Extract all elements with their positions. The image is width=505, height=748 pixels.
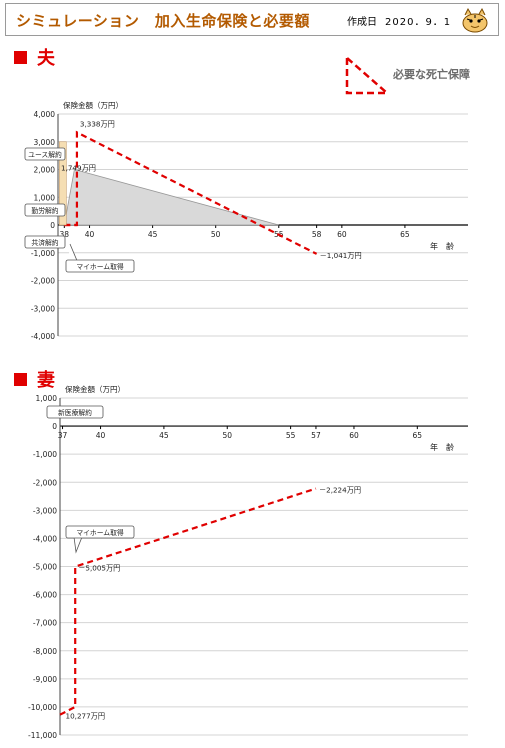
- section-wife: 妻: [14, 366, 55, 392]
- red-square-icon: [14, 50, 27, 64]
- data-label: －5,005万円: [78, 564, 120, 573]
- dashed-triangle-icon: [345, 55, 389, 95]
- y-tick-label: -5,000: [33, 563, 57, 572]
- x-tick-label: 45: [159, 431, 169, 440]
- callout-text: マイホーム取得: [76, 262, 124, 271]
- section-wife-label: 妻: [37, 370, 55, 391]
- y-tick-label: -11,000: [28, 731, 57, 740]
- y-tick-label: 4,000: [34, 110, 56, 119]
- date-value: 2020．9．1: [385, 17, 452, 28]
- callout-box: [65, 259, 135, 273]
- x-tick-label: 50: [211, 230, 221, 239]
- y-tick-label: -8,000: [33, 647, 57, 656]
- header-bar: シミュレーション 加入生命保険と必要額 作成日 2020．9．1: [5, 3, 499, 36]
- coverage-area: [63, 168, 279, 226]
- coverage-bar: [59, 141, 67, 226]
- section-husband: 夫: [14, 44, 55, 70]
- callout-text: 共済解約: [31, 238, 58, 247]
- x-tick-label: 55: [286, 431, 296, 440]
- data-label: 3,338万円: [80, 119, 115, 128]
- y-tick-label: 1,000: [36, 394, 58, 403]
- legend-label: 必要な死亡保障: [393, 68, 470, 81]
- callout-text: マイホーム取得: [76, 528, 124, 537]
- y-tick-label: -3,000: [33, 506, 57, 515]
- callout-text: ユース解約: [28, 150, 62, 159]
- y-tick-label: 0: [52, 422, 57, 431]
- x-tick-label: 65: [413, 431, 423, 440]
- data-label: －2,224万円: [319, 486, 361, 495]
- x-tick-label: 40: [85, 230, 95, 239]
- y-tick-label: -10,000: [28, 703, 57, 712]
- chart-husband: 4,000 3,000 2,000 1,000 0 -1,000 -2,000 -3,000 -…: [24, 100, 468, 341]
- x-tick-label: 40: [96, 431, 106, 440]
- data-label: 1,749万円: [61, 163, 96, 172]
- y-tick-label: -3,000: [31, 304, 55, 313]
- y-tick-label: -7,000: [33, 619, 57, 628]
- y-axis-label: 保険金額（万円）: [65, 384, 125, 394]
- y-tick-label: 0: [50, 221, 55, 230]
- y-axis-label: 保険金額（万円）: [63, 100, 123, 110]
- section-husband-label: 夫: [37, 48, 55, 69]
- x-axis-label: 年 齢: [430, 241, 454, 251]
- x-tick-label: 37: [58, 431, 68, 440]
- callout-box: [65, 525, 135, 539]
- callout-box: [24, 235, 66, 249]
- legend: 必要な死亡保障: [343, 55, 493, 97]
- y-tick-label: 1,000: [34, 193, 56, 202]
- y-tick-label: -2,000: [33, 478, 57, 487]
- x-tick-label: 60: [337, 230, 347, 239]
- y-tick-label: -1,000: [33, 450, 57, 459]
- x-tick-label: 60: [349, 431, 359, 440]
- data-label: 10,277万円: [66, 712, 106, 721]
- callout-text: 新医療解約: [58, 408, 92, 417]
- callout-text: 勤労解約: [31, 206, 58, 215]
- y-tick-label: -1,000: [31, 249, 55, 258]
- y-tick-label: -6,000: [33, 591, 57, 600]
- tiger-mascot-icon: [462, 7, 488, 33]
- x-tick-label: 58: [312, 230, 322, 239]
- data-label: －1,041万円: [320, 251, 362, 260]
- y-tick-label: -2,000: [31, 277, 55, 286]
- y-tick-label: 3,000: [34, 138, 56, 147]
- chart-wife: 1,000 0 -1,000 -2,000 -3,000 -4,000 -5,000 -6,0…: [28, 384, 468, 740]
- x-tick-label: 38: [60, 230, 70, 239]
- callout-box: [24, 203, 66, 217]
- y-tick-label: -4,000: [31, 332, 55, 341]
- callout-box: [46, 405, 104, 419]
- red-square-icon: [14, 372, 27, 386]
- y-tick-label: 2,000: [34, 166, 56, 175]
- y-tick-label: -9,000: [33, 675, 57, 684]
- x-tick-label: 50: [222, 431, 232, 440]
- x-axis-label: 年 齢: [430, 442, 454, 452]
- page-title: シミュレーション 加入生命保険と必要額: [16, 12, 310, 30]
- callout-box: [24, 147, 66, 161]
- x-tick-label: 45: [148, 230, 158, 239]
- required-coverage-line: [59, 487, 317, 716]
- x-tick-label: 57: [311, 431, 321, 440]
- x-tick-label: 65: [400, 230, 410, 239]
- callout-pointer: [73, 536, 83, 554]
- date-label: 作成日: [347, 17, 377, 28]
- y-tick-label: -4,000: [33, 534, 57, 543]
